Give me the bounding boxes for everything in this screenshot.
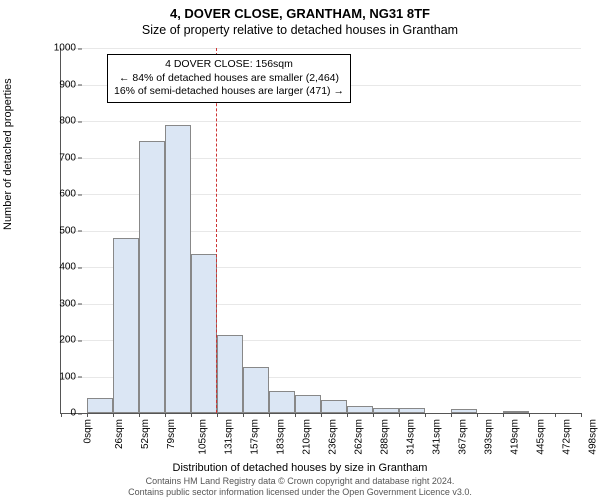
histogram-bar	[451, 409, 477, 413]
x-tick-label: 105sqm	[198, 419, 209, 455]
x-tick-mark	[295, 413, 296, 417]
histogram-bar	[113, 238, 139, 413]
x-tick-mark	[529, 413, 530, 417]
x-tick-mark	[399, 413, 400, 417]
x-tick-label: 131sqm	[224, 419, 235, 455]
x-tick-mark	[451, 413, 452, 417]
x-tick-label: 262sqm	[354, 419, 365, 455]
histogram-bar	[503, 411, 529, 413]
footer-credits: Contains HM Land Registry data © Crown c…	[0, 476, 600, 498]
gridline	[61, 121, 581, 122]
y-tick-label: 400	[36, 262, 76, 273]
x-tick-label: 393sqm	[484, 419, 495, 455]
histogram-bar	[87, 398, 113, 413]
annotation-box: 4 DOVER CLOSE: 156sqm← 84% of detached h…	[107, 54, 351, 103]
x-tick-label: 288sqm	[380, 419, 391, 455]
histogram-bar	[269, 391, 295, 413]
x-tick-mark	[113, 413, 114, 417]
y-tick-label: 900	[36, 79, 76, 90]
histogram-bar	[165, 125, 191, 413]
x-tick-label: 52sqm	[140, 419, 151, 449]
footer-line-2: Contains public sector information licen…	[0, 487, 600, 498]
x-tick-mark	[321, 413, 322, 417]
histogram-bar	[399, 408, 425, 413]
histogram-bar	[217, 335, 243, 413]
x-axis-label: Distribution of detached houses by size …	[0, 462, 600, 474]
x-tick-label: 498sqm	[588, 419, 599, 455]
y-tick-label: 300	[36, 298, 76, 309]
histogram-bar	[373, 408, 399, 413]
annotation-line: 4 DOVER CLOSE: 156sqm	[114, 58, 344, 72]
annotation-line: ← 84% of detached houses are smaller (2,…	[114, 72, 344, 86]
x-tick-label: 341sqm	[432, 419, 443, 455]
histogram-bar	[243, 367, 269, 413]
x-tick-label: 183sqm	[276, 419, 287, 455]
x-tick-label: 367sqm	[458, 419, 469, 455]
y-tick-label: 1000	[36, 43, 76, 54]
y-axis-label: Number of detached properties	[2, 78, 14, 230]
x-tick-label: 79sqm	[166, 419, 177, 449]
y-tick-label: 800	[36, 116, 76, 127]
x-tick-mark	[581, 413, 582, 417]
x-tick-mark	[373, 413, 374, 417]
x-tick-mark	[87, 413, 88, 417]
histogram-bar	[295, 395, 321, 413]
histogram-bar	[191, 254, 217, 413]
x-tick-mark	[139, 413, 140, 417]
x-tick-mark	[555, 413, 556, 417]
y-tick-label: 100	[36, 371, 76, 382]
gridline	[61, 48, 581, 49]
y-tick-label: 600	[36, 189, 76, 200]
x-tick-mark	[425, 413, 426, 417]
x-tick-mark	[347, 413, 348, 417]
x-tick-mark	[217, 413, 218, 417]
x-tick-mark	[165, 413, 166, 417]
histogram-bar	[347, 406, 373, 413]
annotation-line: 16% of semi-detached houses are larger (…	[114, 85, 344, 99]
y-tick-label: 0	[36, 408, 76, 419]
x-tick-label: 445sqm	[536, 419, 547, 455]
x-tick-label: 0sqm	[82, 419, 93, 443]
footer-line-1: Contains HM Land Registry data © Crown c…	[0, 476, 600, 487]
title-subtitle: Size of property relative to detached ho…	[0, 21, 600, 37]
x-tick-label: 419sqm	[510, 419, 521, 455]
x-tick-mark	[191, 413, 192, 417]
x-tick-mark	[503, 413, 504, 417]
y-tick-label: 200	[36, 335, 76, 346]
x-tick-label: 26sqm	[114, 419, 125, 449]
x-tick-label: 157sqm	[250, 419, 261, 455]
x-tick-label: 210sqm	[302, 419, 313, 455]
y-tick-label: 700	[36, 152, 76, 163]
chart-container: 4, DOVER CLOSE, GRANTHAM, NG31 8TF Size …	[0, 0, 600, 500]
plot-area: 0sqm26sqm52sqm79sqm105sqm131sqm157sqm183…	[60, 48, 581, 414]
histogram-bar	[139, 141, 165, 413]
x-tick-label: 236sqm	[328, 419, 339, 455]
x-tick-label: 314sqm	[406, 419, 417, 455]
x-tick-mark	[269, 413, 270, 417]
histogram-bar	[321, 400, 347, 413]
y-tick-label: 500	[36, 225, 76, 236]
x-tick-mark	[243, 413, 244, 417]
x-tick-mark	[477, 413, 478, 417]
title-address: 4, DOVER CLOSE, GRANTHAM, NG31 8TF	[0, 0, 600, 21]
x-tick-label: 472sqm	[562, 419, 573, 455]
